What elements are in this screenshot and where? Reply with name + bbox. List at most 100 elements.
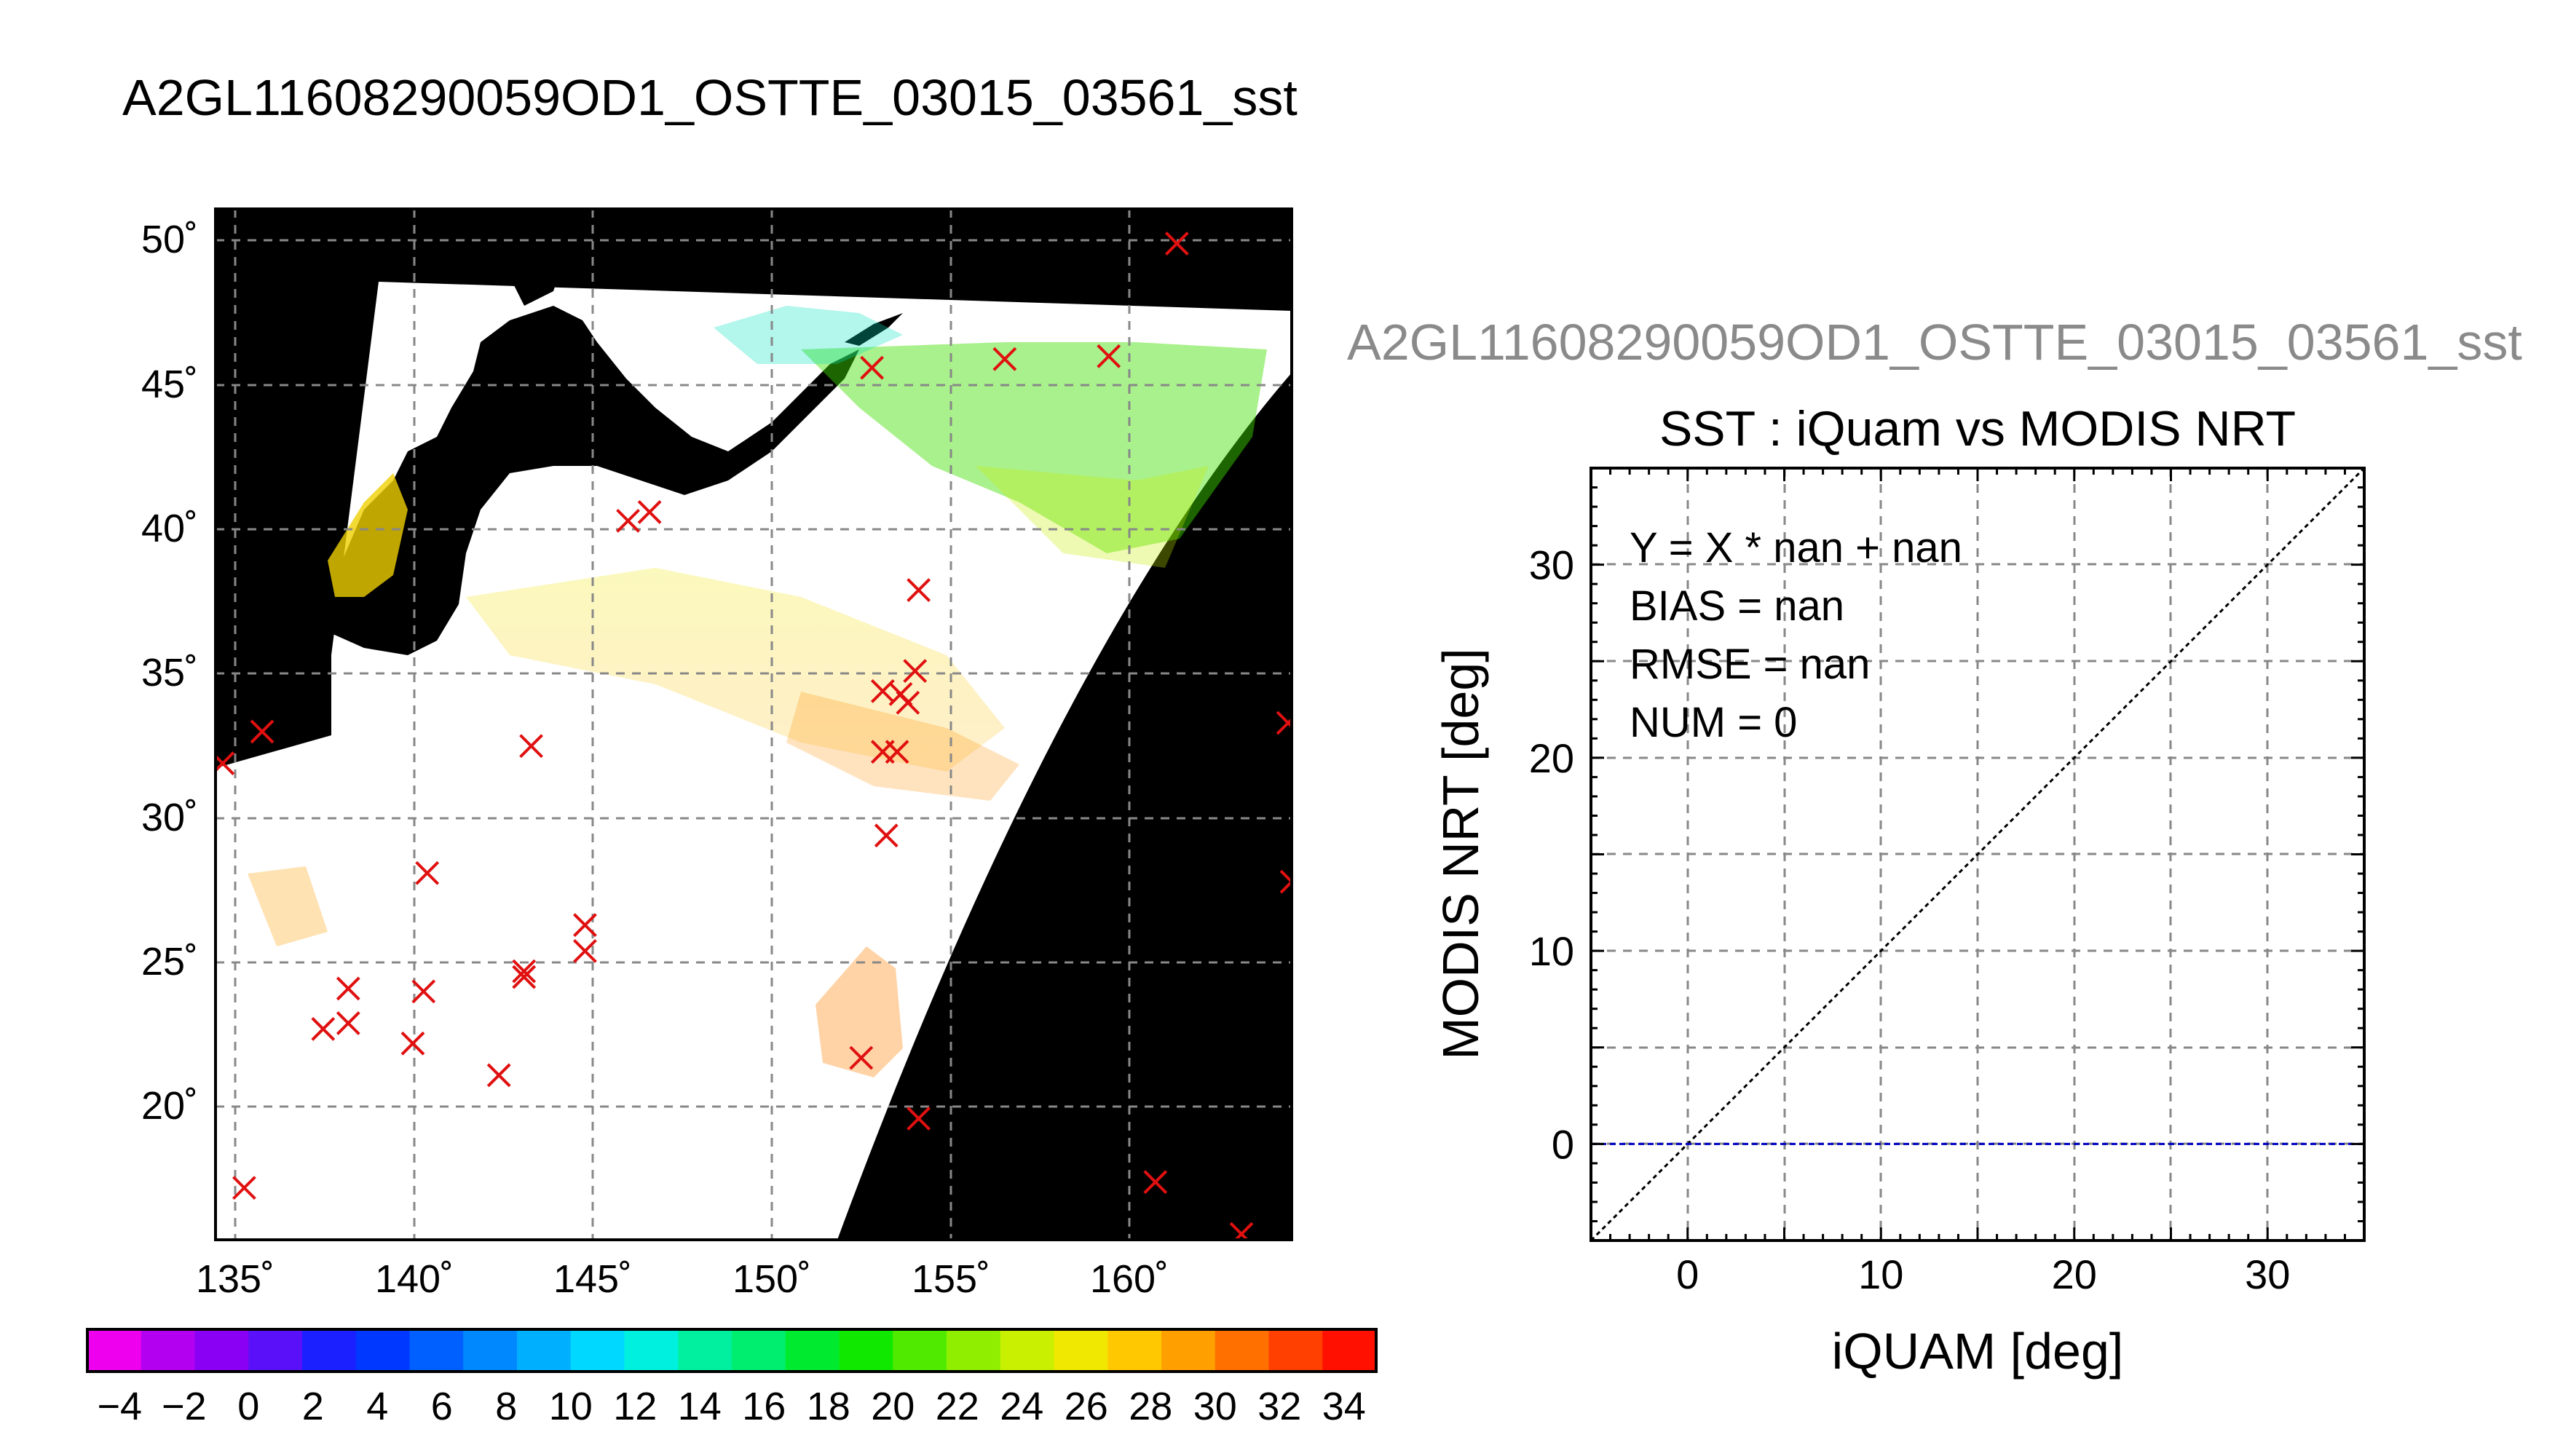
colorbar-cell — [1054, 1329, 1108, 1372]
map-y-tick-label: 20˚ — [141, 1084, 198, 1128]
stat-num: NUM = 0 — [1630, 699, 1797, 746]
colorbar-cell — [1107, 1329, 1162, 1372]
map-frame — [214, 207, 1293, 1241]
colorbar-frame — [86, 1328, 1378, 1373]
colorbar-cell — [1000, 1329, 1055, 1372]
scatter-y-tick-label: 0 — [1552, 1121, 1574, 1167]
buoy-marker — [336, 976, 360, 1001]
colorbar-cell — [141, 1329, 196, 1372]
buoy-marker — [1097, 344, 1121, 368]
map-x-tick-label: 155˚ — [912, 1257, 990, 1301]
scatter-x-tick-label: 10 — [1858, 1251, 1903, 1297]
buoy-marker — [907, 578, 931, 602]
scatter-y-tick-label: 20 — [1529, 735, 1574, 781]
colorbar-cell — [1322, 1329, 1377, 1372]
sst-map — [214, 207, 1293, 1241]
colorbar-cell — [893, 1329, 947, 1372]
buoy-marker — [1279, 869, 1292, 894]
scatter-supertitle: A2GL11608290059OD1_OSTTE_03015_03561_sst — [1347, 314, 2522, 371]
buoy-marker — [216, 751, 235, 775]
colorbar-cell — [87, 1329, 142, 1372]
buoy-marker — [1276, 711, 1292, 735]
swath-area — [216, 282, 1292, 1240]
sst-patch-north-cyan — [714, 306, 903, 364]
map-y-tick-label: 50˚ — [141, 218, 198, 261]
stats-box: Y = X * nan + nan BIAS = nan RMSE = nan … — [1630, 524, 1962, 746]
colorbar-tick-label: 10 — [549, 1385, 593, 1428]
colorbar-cell — [1215, 1329, 1270, 1372]
land-sakhalin — [510, 209, 568, 306]
scatter-x-tick-labels: 0 10 20 30 — [1676, 1251, 2290, 1297]
colorbar-cell — [355, 1329, 411, 1372]
colorbar-cell — [570, 1329, 625, 1372]
map-x-tick-label: 140˚ — [375, 1257, 454, 1301]
buoy-marker — [512, 959, 537, 984]
scatter-x-tick-label: 20 — [2052, 1251, 2097, 1297]
stat-rmse: RMSE = nan — [1630, 641, 1870, 688]
one-to-one-line — [1591, 468, 2364, 1241]
colorbar-tick-label: 18 — [807, 1385, 850, 1428]
colorbar-tick-label: 22 — [936, 1385, 979, 1428]
buoy-marker — [860, 355, 884, 380]
buoy-marker — [896, 690, 920, 715]
scatter-plot: SST : iQuam vs MODIS NRT Y = X — [1432, 401, 2366, 1380]
colorbar-tick-label: 26 — [1065, 1385, 1108, 1428]
map-x-tick-label: 145˚ — [553, 1257, 632, 1301]
colorbar-tick-label: −2 — [162, 1385, 207, 1428]
buoy-marker — [885, 740, 909, 764]
colorbar-tick-label: 0 — [237, 1385, 259, 1428]
colorbar-cell — [839, 1329, 893, 1372]
map-y-tick-label: 30˚ — [141, 796, 198, 839]
map-y-tick-label: 25˚ — [141, 940, 198, 984]
scatter-y-tick-labels: 0 10 20 30 — [1529, 542, 1574, 1168]
map-y-tick-label: 45˚ — [141, 363, 198, 406]
colorbar-tick-label: 8 — [495, 1385, 517, 1428]
scatter-title: SST : iQuam vs MODIS NRT — [1659, 401, 2296, 456]
map-title: A2GL11608290059OD1_OSTTE_03015_03561_sst — [122, 69, 1298, 126]
sst-patch-south-orange — [816, 946, 903, 1077]
scatter-frame-ticks — [1590, 467, 2366, 1242]
land-kuril — [845, 313, 903, 346]
buoy-marker — [311, 1017, 336, 1041]
colorbar-tick-label: 24 — [1000, 1385, 1043, 1428]
colorbar-tick-label: 32 — [1257, 1385, 1301, 1428]
colorbar-tick-label: 4 — [366, 1385, 388, 1428]
sst-patch-tohoku — [328, 473, 408, 597]
colorbar-tick-label: 20 — [871, 1385, 915, 1428]
scatter-y-axis-label: MODIS NRT [deg] — [1432, 648, 1489, 1059]
map-x-tick-labels: 135˚ 140˚ 145˚ 150˚ 155˚ 160˚ — [196, 1257, 1169, 1301]
buoy-marker — [573, 913, 597, 938]
colorbar-cell — [517, 1329, 572, 1372]
map-x-tick-label: 150˚ — [732, 1257, 811, 1301]
buoy-marker — [486, 1063, 511, 1088]
colorbar-cell — [463, 1329, 518, 1372]
sst-patch-central-warm — [466, 568, 1005, 772]
colorbar-cell — [1161, 1329, 1216, 1372]
buoy-marker — [250, 719, 275, 744]
map-x-tick-label: 135˚ — [196, 1257, 275, 1301]
colorbar-tick-label: 14 — [678, 1385, 722, 1428]
map-y-tick-label: 35˚ — [141, 651, 198, 695]
buoy-marker — [400, 1031, 425, 1056]
colorbar-cell — [1268, 1329, 1323, 1372]
colorbar-cell — [947, 1329, 1001, 1372]
colorbar-tick-label: 34 — [1322, 1385, 1366, 1428]
map-grid — [216, 209, 1292, 1240]
colorbar-cell — [624, 1329, 679, 1372]
colorbar-tick-label: −4 — [97, 1385, 142, 1428]
buoy-marker — [903, 659, 928, 684]
scatter-x-tick-label: 0 — [1676, 1251, 1699, 1297]
buoy-markers — [216, 232, 1292, 1240]
colorbar-cell — [248, 1329, 303, 1372]
colorbar-tick-labels: −4 −2 0 2 4 6 8 10 12 14 16 18 20 22 24 26 28 30 32 34 — [97, 1385, 1365, 1428]
colorbar-tick-label: 30 — [1193, 1385, 1237, 1428]
scatter-x-axis-label: iQUAM [deg] — [1832, 1323, 2124, 1380]
buoy-marker — [1229, 1222, 1254, 1240]
map-y-tick-label: 40˚ — [141, 507, 198, 550]
buoy-marker — [637, 500, 662, 524]
colorbar: −4 −2 0 2 4 6 8 10 12 14 16 18 20 22 24 26 28 30 32 34 — [86, 1328, 1378, 1428]
colorbar-cell — [732, 1329, 786, 1372]
map-y-tick-labels: 20˚ 25˚ 30˚ 35˚ 40˚ 45˚ 50˚ — [141, 218, 198, 1128]
scatter-y-tick-label: 30 — [1529, 542, 1574, 588]
buoy-marker — [573, 938, 597, 963]
